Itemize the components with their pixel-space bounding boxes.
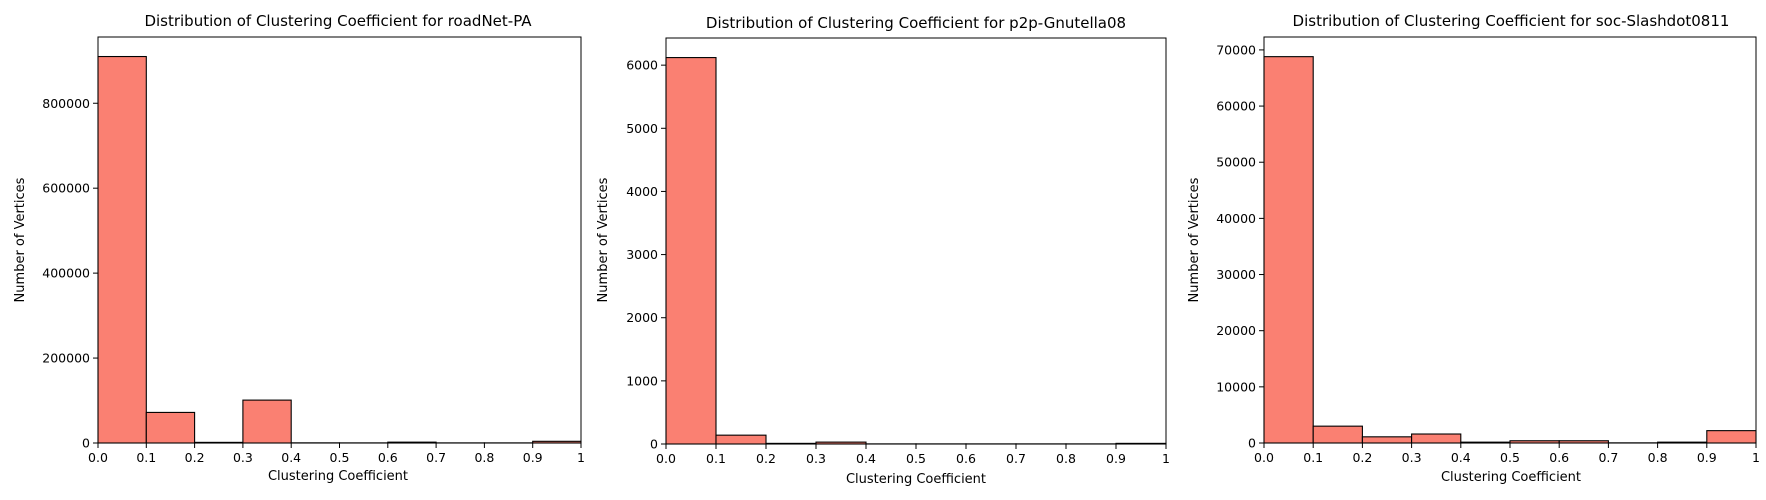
- x-tick-label: 0.0: [1254, 450, 1274, 465]
- y-tick-label: 0: [1248, 436, 1256, 451]
- x-ticks: 0.0 0.1 0.2 0.3 0.4 0.5 0.6 0.7 0.8 0.9 1: [656, 444, 1170, 466]
- x-ticks: 0.0 0.1 0.2 0.3 0.4 0.5 0.6 0.7 0.8 0.9 1: [88, 443, 585, 465]
- y-tick-label: 1000: [626, 373, 658, 388]
- histogram-bar: [97, 55, 147, 444]
- x-tick-label: 0.0: [656, 451, 676, 466]
- histogram-bar: [665, 57, 717, 445]
- y-ticks: 0 1000 2000 3000 4000 5000 6000: [626, 58, 666, 452]
- x-tick-label: 0.4: [281, 450, 301, 465]
- chart-title: Distribution of Clustering Coefficient f…: [706, 14, 1126, 32]
- y-axis-label: Number of Vertices: [13, 177, 28, 302]
- histogram-bar: [145, 411, 196, 444]
- plot-frame: [1263, 36, 1757, 444]
- y-tick-label: 6000: [626, 58, 658, 73]
- y-tick-label: 10000: [1216, 379, 1256, 394]
- bars: [97, 55, 582, 444]
- x-tick-label: 0.9: [1106, 451, 1126, 466]
- y-ticks: 0 200000 400000 600000 800000: [42, 96, 98, 451]
- bars: [665, 57, 1167, 445]
- x-tick-label: 0.2: [185, 450, 205, 465]
- y-tick-label: 5000: [626, 121, 658, 136]
- chart-title: Distribution of Clustering Coefficient f…: [144, 12, 532, 30]
- x-tick-label: 0.8: [1648, 450, 1668, 465]
- y-tick-label: 3000: [626, 247, 658, 262]
- histogram-bar: [1312, 425, 1363, 444]
- plot-frame: [665, 37, 1167, 445]
- x-ticks: 0.0 0.1 0.2 0.3 0.4 0.5 0.6 0.7 0.8 0.9 1: [1254, 443, 1760, 465]
- histogram-bar: [1706, 430, 1757, 444]
- x-tick-label: 0.4: [856, 451, 876, 466]
- y-tick-label: 50000: [1216, 155, 1256, 170]
- x-tick-label: 0.7: [1006, 451, 1026, 466]
- y-tick-label: 40000: [1216, 211, 1256, 226]
- y-tick-label: 60000: [1216, 99, 1256, 114]
- x-tick-label: 0.2: [756, 451, 776, 466]
- x-tick-label: 0.6: [378, 450, 398, 465]
- chart-title: Distribution of Clustering Coefficient f…: [1293, 12, 1730, 30]
- x-axis-label: Clustering Coefficient: [268, 469, 408, 484]
- x-tick-label: 0.7: [426, 450, 446, 465]
- x-tick-label: 0.3: [806, 451, 826, 466]
- x-tick-label: 1: [1752, 450, 1760, 465]
- histogram-bar: [715, 434, 767, 445]
- x-tick-label: 0.8: [474, 450, 494, 465]
- y-tick-label: 0: [650, 437, 658, 452]
- y-tick-label: 200000: [42, 351, 90, 366]
- histogram-bar: [1263, 56, 1314, 444]
- y-tick-label: 800000: [42, 96, 90, 111]
- y-tick-label: 70000: [1216, 42, 1256, 57]
- x-tick-label: 0.2: [1352, 450, 1372, 465]
- x-tick-label: 0.0: [88, 450, 108, 465]
- y-tick-label: 4000: [626, 184, 658, 199]
- x-tick-label: 0.9: [523, 450, 543, 465]
- histogram-bar: [1361, 436, 1413, 444]
- x-axis-label: Clustering Coefficient: [1441, 470, 1581, 485]
- x-tick-label: 1: [1162, 451, 1170, 466]
- x-tick-label: 0.5: [906, 451, 926, 466]
- histogram-bar: [1411, 433, 1462, 444]
- histogram-panel-p2p-gnutella08: Distribution of Clustering Coefficient f…: [596, 14, 1170, 487]
- y-tick-label: 0: [82, 436, 90, 451]
- x-tick-label: 0.5: [330, 450, 350, 465]
- x-tick-label: 0.6: [1549, 450, 1569, 465]
- histogram-panel-roadnet-pa: Distribution of Clustering Coefficient f…: [13, 12, 585, 484]
- x-tick-label: 0.3: [1402, 450, 1422, 465]
- x-tick-label: 0.1: [136, 450, 156, 465]
- x-tick-label: 0.6: [956, 451, 976, 466]
- y-tick-label: 20000: [1216, 323, 1256, 338]
- x-tick-label: 0.1: [706, 451, 726, 466]
- plot-frame: [97, 36, 582, 444]
- y-axis-label: Number of Vertices: [596, 177, 611, 302]
- y-tick-label: 30000: [1216, 267, 1256, 282]
- x-tick-label: 0.4: [1451, 450, 1471, 465]
- histogram-panel-soc-slashdot0811: Distribution of Clustering Coefficient f…: [1187, 12, 1760, 485]
- histogram-bar: [242, 399, 292, 444]
- y-tick-label: 600000: [42, 181, 90, 196]
- y-tick-label: 2000: [626, 310, 658, 325]
- bars: [1263, 56, 1757, 444]
- x-tick-label: 0.7: [1598, 450, 1618, 465]
- y-axis-label: Number of Vertices: [1187, 177, 1202, 302]
- x-tick-label: 0.5: [1500, 450, 1520, 465]
- x-tick-label: 1: [577, 450, 585, 465]
- x-axis-label: Clustering Coefficient: [846, 472, 986, 487]
- x-tick-label: 0.8: [1056, 451, 1076, 466]
- x-tick-label: 0.1: [1303, 450, 1323, 465]
- x-tick-label: 0.9: [1697, 450, 1717, 465]
- y-tick-label: 400000: [42, 266, 90, 281]
- x-tick-label: 0.3: [233, 450, 253, 465]
- y-ticks: 0 10000 20000 30000 40000 50000 60000 70000: [1216, 42, 1264, 451]
